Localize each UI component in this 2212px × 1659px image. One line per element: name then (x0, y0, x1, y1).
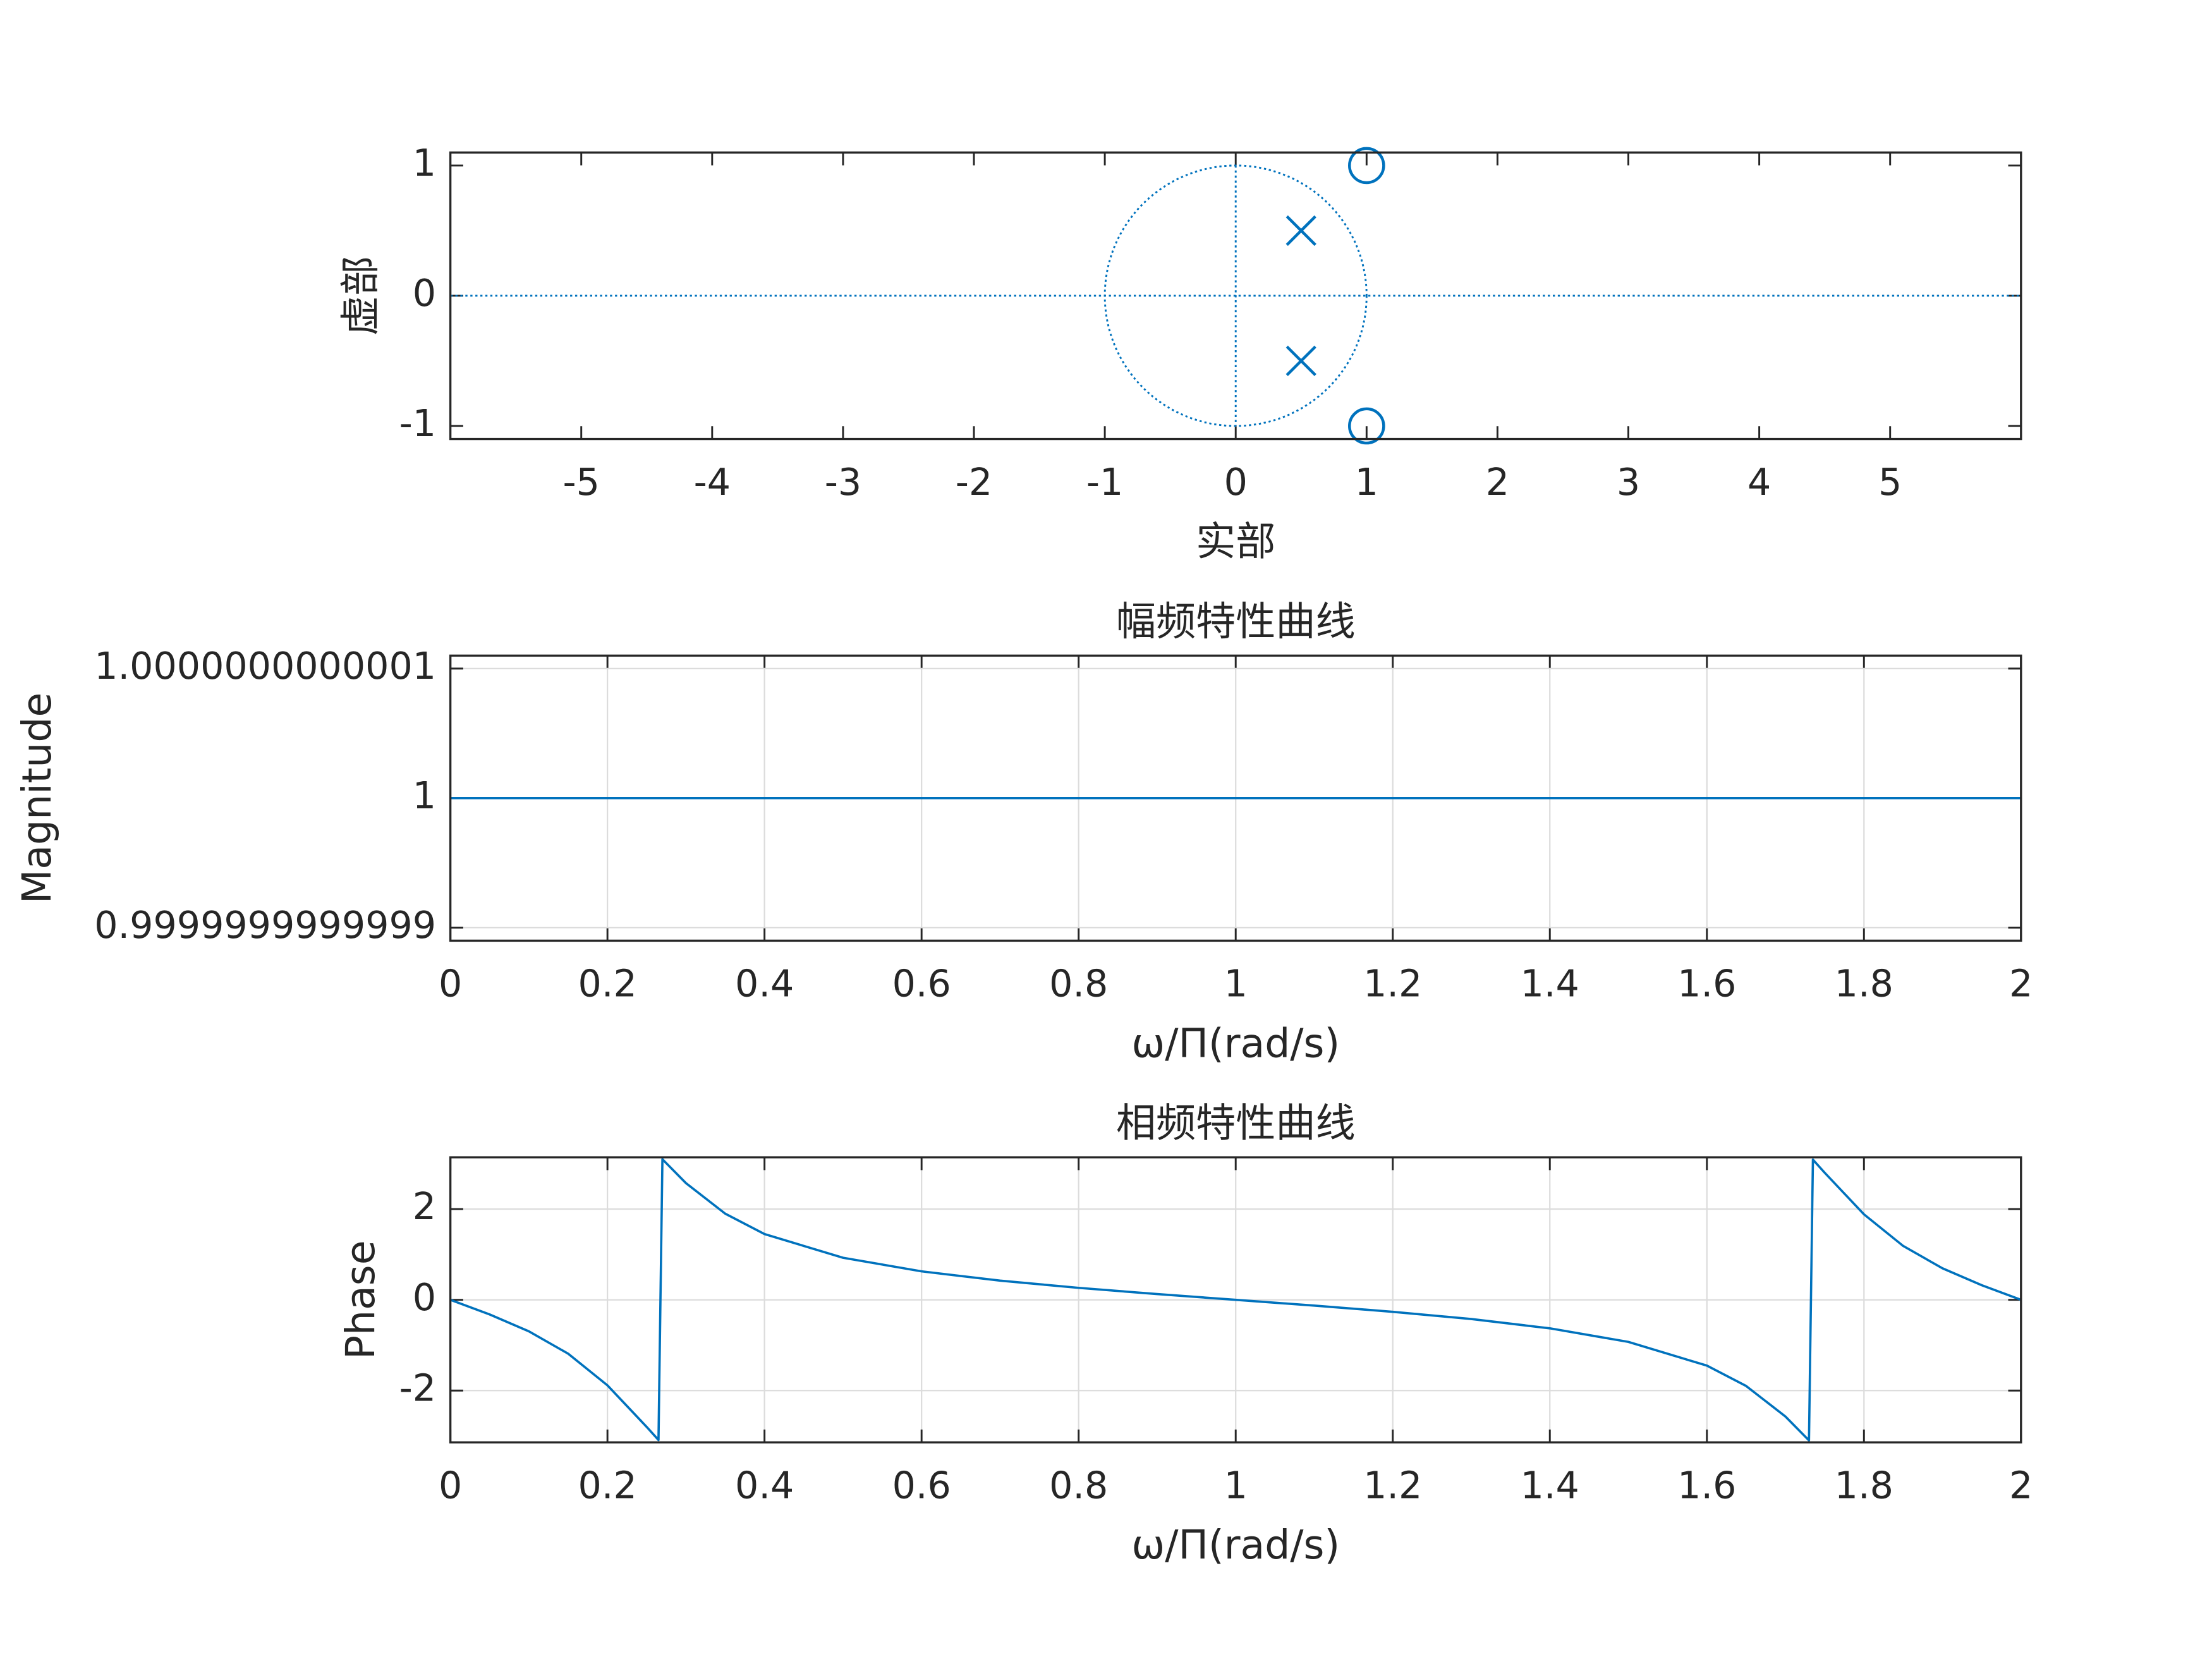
y-axis-label: Phase (337, 1240, 384, 1359)
subplot: -5 -4 -3 -2 -1 0 1 2 3 4 5 -1 0 1 实部 虚部 (337, 142, 2022, 565)
x-tick-label: 1 (1224, 1464, 1248, 1507)
axes-box (449, 654, 2022, 942)
data-line (449, 1158, 2022, 1442)
x-tick-label: -3 (825, 461, 861, 504)
x-tick-label: 1.6 (1677, 1464, 1736, 1507)
x-tick-label: 1.8 (1835, 963, 1893, 1006)
x-axis-label: ω/Π(rad/s) (1131, 1521, 1340, 1568)
x-tick-label: 1.4 (1521, 1464, 1579, 1507)
x-tick-label: 1.2 (1363, 963, 1422, 1006)
x-tick-label: 1.8 (1835, 1464, 1893, 1507)
y-tick-label: 2 (413, 1185, 436, 1228)
x-tick-label: -2 (956, 461, 992, 504)
axes-box (449, 1156, 2022, 1443)
y-tick-label: -2 (399, 1366, 436, 1409)
pole-marker (1285, 215, 1316, 246)
y-tick-label: 0 (413, 272, 436, 315)
x-tick-label: 0.2 (578, 963, 637, 1006)
x-axis-label: ω/Π(rad/s) (1131, 1019, 1340, 1066)
y-tick-label: 0 (413, 1276, 436, 1319)
subplot: 0 0.2 0.4 0.6 0.8 1 1.2 1.4 1.6 1.8 2 0.99999999999… (13, 598, 2033, 1067)
x-tick-label: 0.2 (578, 1464, 637, 1507)
x-tick-label: -5 (562, 461, 599, 504)
x-tick-label: 0 (439, 1464, 462, 1507)
y-tick-label: 1.0000000000001 (94, 645, 436, 688)
x-tick-label: 0.4 (735, 1464, 794, 1507)
x-tick-label: 0.8 (1049, 963, 1108, 1006)
zero-marker (1348, 147, 1385, 185)
subplot: 0 0.2 0.4 0.6 0.8 1 1.2 1.4 1.6 1.8 2 -2 0 2 相频特性曲线 ω/Π… (337, 1100, 2033, 1569)
y-axis-label: 虚部 (337, 256, 384, 336)
chart-title: 幅频特性曲线 (1116, 598, 1356, 645)
x-tick-label: 0.6 (892, 1464, 951, 1507)
x-tick-label: 0 (1224, 461, 1248, 504)
x-tick-label: 3 (1617, 461, 1640, 504)
x-tick-label: 5 (1878, 461, 1902, 504)
x-tick-label: -1 (1086, 461, 1123, 504)
x-tick-label: 0 (439, 963, 462, 1006)
y-tick-label: 1 (413, 142, 436, 185)
x-tick-label: 1.2 (1363, 1464, 1422, 1507)
axes-box (449, 151, 2022, 441)
x-tick-label: 0.8 (1049, 1464, 1108, 1507)
x-axis-label: 实部 (1196, 518, 1275, 565)
y-tick-label: -1 (399, 402, 436, 445)
x-tick-label: 4 (1747, 461, 1771, 504)
x-tick-label: 2 (1486, 461, 1509, 504)
y-tick-label: 1 (413, 774, 436, 817)
x-tick-label: -4 (694, 461, 731, 504)
pole-marker (1285, 345, 1316, 377)
x-tick-label: 2 (2009, 963, 2033, 1006)
x-tick-label: 1.4 (1521, 963, 1579, 1006)
x-tick-label: 0.6 (892, 963, 951, 1006)
y-axis-label: Magnitude (13, 693, 60, 904)
x-tick-label: 0.4 (735, 963, 794, 1006)
chart-title: 相频特性曲线 (1116, 1100, 1356, 1146)
zero-marker (1348, 407, 1385, 445)
x-tick-label: 1 (1224, 963, 1248, 1006)
x-tick-label: 1 (1355, 461, 1378, 504)
y-tick-label: 0.9999999999999 (94, 904, 436, 947)
x-tick-label: 2 (2009, 1464, 2033, 1507)
x-tick-label: 1.6 (1677, 963, 1736, 1006)
